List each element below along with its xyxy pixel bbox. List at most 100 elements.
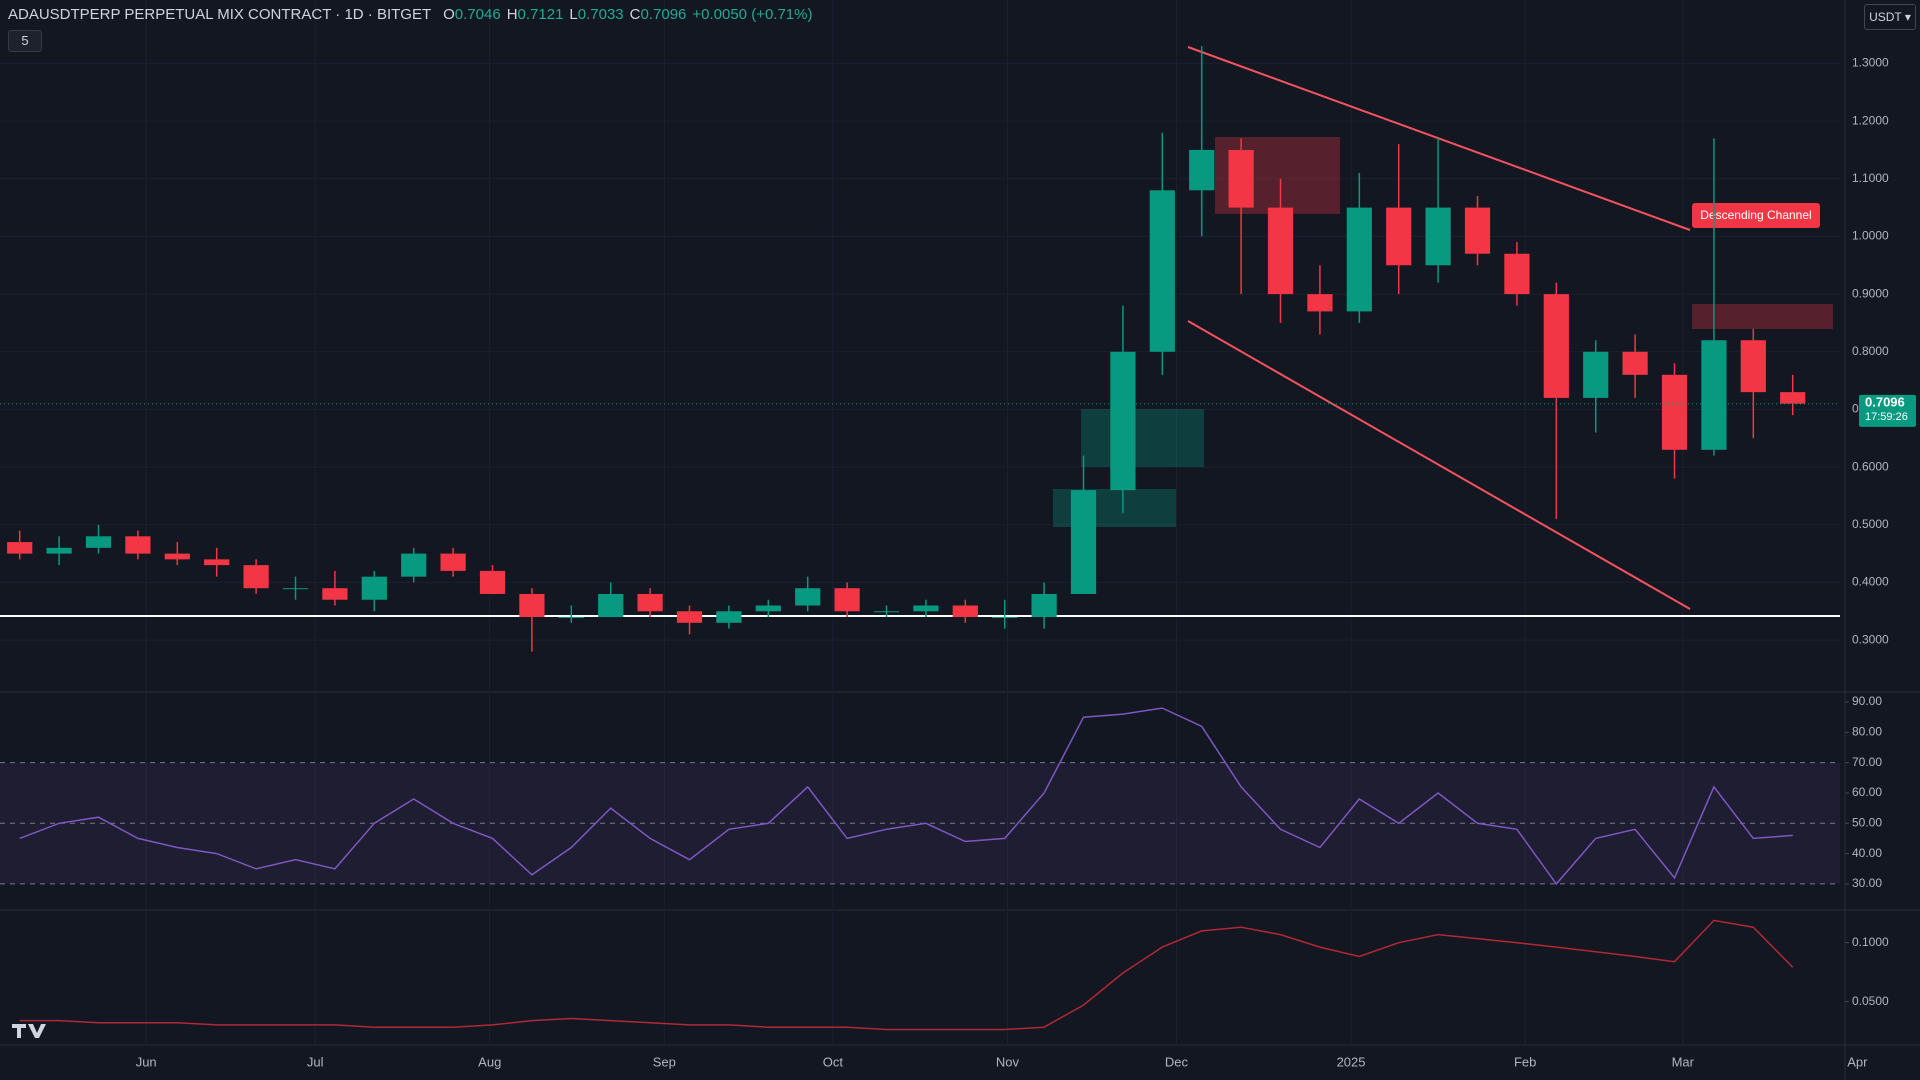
ohlc-value: 0.7033 xyxy=(577,6,624,23)
candle-body xyxy=(1267,207,1294,295)
candle-body xyxy=(401,553,427,577)
candle-body xyxy=(282,588,309,590)
ohlc-label: O xyxy=(443,6,455,23)
x-tick-label: Jul xyxy=(307,1054,324,1069)
x-tick-label: Aug xyxy=(478,1054,501,1069)
series-line xyxy=(19,707,1793,886)
y-tick-label: 1.1000 xyxy=(1852,171,1889,185)
indicator-toggle[interactable]: 5 xyxy=(8,30,42,52)
candle-body xyxy=(795,588,821,606)
candle-body xyxy=(361,576,387,600)
countdown: 17:59:26 xyxy=(1865,411,1908,423)
annotation-label: Descending Channel xyxy=(1700,208,1811,222)
candle-body xyxy=(7,542,33,554)
currency-button[interactable]: USDT ▾ xyxy=(1864,4,1916,30)
candle-body xyxy=(1701,340,1727,450)
candle-body xyxy=(676,611,703,623)
x-tick-label: Apr xyxy=(1847,1054,1868,1069)
x-tick-label: Nov xyxy=(996,1054,1020,1069)
x-tick-label: Mar xyxy=(1672,1054,1695,1069)
x-tick-label: Feb xyxy=(1514,1054,1536,1069)
candle-body xyxy=(1386,207,1412,266)
logo xyxy=(12,1024,46,1038)
candle-body xyxy=(204,559,230,566)
y-tick-label: 30.00 xyxy=(1852,876,1882,890)
y-tick-label: 0.5000 xyxy=(1852,517,1889,531)
y-tick-label: 90.00 xyxy=(1852,694,1882,708)
last-price-label: 0.7096 xyxy=(1865,394,1905,409)
y-tick-label: 70.00 xyxy=(1852,755,1882,769)
ohlc-value: 0.7096 xyxy=(640,6,687,23)
demand-zone xyxy=(1081,409,1204,467)
ohlc-values: O0.7046 H0.7121 L0.7033 C0.7096 xyxy=(437,6,686,23)
y-tick-label: 1.0000 xyxy=(1852,229,1889,243)
y-tick-label: 0.3000 xyxy=(1852,632,1889,646)
y-tick-label: 0.9000 xyxy=(1852,286,1889,300)
candle-body xyxy=(1464,207,1491,254)
candle-body xyxy=(1740,340,1766,393)
series-line xyxy=(19,919,1794,1031)
candle-body xyxy=(1504,253,1530,295)
candle-body xyxy=(558,617,584,619)
candle-body xyxy=(873,611,900,613)
candle-body xyxy=(1425,207,1451,266)
candle-body xyxy=(479,570,506,594)
candle-body xyxy=(952,605,978,618)
y-tick-label: 60.00 xyxy=(1852,785,1882,799)
symbol-title: ADAUSDTPERP PERPETUAL MIX CONTRACT · 1D … xyxy=(8,6,432,23)
candle-body xyxy=(913,605,939,612)
ohlc-label: C xyxy=(629,6,641,23)
channel-line xyxy=(1187,320,1691,610)
y-tick-label: 40.00 xyxy=(1852,846,1882,860)
candle-body xyxy=(992,617,1018,619)
candle-body xyxy=(322,588,348,600)
candle-body xyxy=(1583,351,1609,398)
grid xyxy=(0,0,1840,1045)
candle-body xyxy=(1031,593,1057,618)
ohlc-label: H xyxy=(506,6,518,23)
y-tick-label: 0.4000 xyxy=(1852,575,1889,589)
candle-body xyxy=(46,547,72,554)
candle-body xyxy=(716,611,742,623)
candle-body xyxy=(834,588,860,612)
ohlc-value: 0.7121 xyxy=(517,6,564,23)
candle-body xyxy=(637,593,663,612)
y-tick-label: 0.1000 xyxy=(1852,935,1889,949)
ohlc-value: 0.7046 xyxy=(454,6,501,23)
x-tick-label: Dec xyxy=(1165,1054,1189,1069)
ohlc-label: L xyxy=(569,6,578,23)
candle-body xyxy=(598,593,624,618)
y-tick-label: 0.8000 xyxy=(1852,344,1889,358)
candle-body xyxy=(1661,374,1688,450)
x-tick-label: 2025 xyxy=(1337,1054,1366,1069)
candle-body xyxy=(243,565,269,589)
candle-body xyxy=(1070,490,1097,594)
supply-zone xyxy=(1692,304,1833,329)
candle-body xyxy=(85,536,112,548)
annotation-box xyxy=(1692,203,1820,228)
candle-body xyxy=(1189,149,1215,191)
candle-body xyxy=(519,593,545,618)
currency: USDT xyxy=(1869,10,1902,24)
y-tick-label: 50.00 xyxy=(1852,815,1882,829)
candle-body xyxy=(755,605,781,612)
candle-body xyxy=(125,536,151,554)
y-tick-label: 0.6000 xyxy=(1852,459,1889,473)
candle-body xyxy=(1149,190,1175,352)
x-tick-label: Sep xyxy=(653,1054,676,1069)
indicator-count: 5 xyxy=(21,33,29,48)
y-tick-label: 1.3000 xyxy=(1852,56,1889,70)
candle-body xyxy=(1307,294,1333,312)
x-tick-label: Oct xyxy=(823,1054,844,1069)
y-tick-label: 80.00 xyxy=(1852,724,1882,738)
last-price-box xyxy=(1859,394,1916,427)
candle-body xyxy=(1346,207,1372,312)
candle-body xyxy=(440,553,466,571)
price-change: +0.0050 (+0.71%) xyxy=(692,6,813,23)
channel-line xyxy=(1187,46,1691,231)
candle-body xyxy=(1110,351,1136,491)
candle-body xyxy=(1622,351,1648,375)
